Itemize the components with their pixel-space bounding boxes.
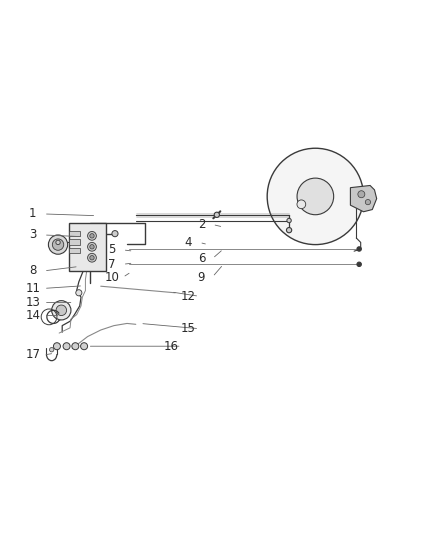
Text: 15: 15 — [181, 322, 196, 335]
Circle shape — [88, 231, 96, 240]
Circle shape — [81, 343, 88, 350]
Circle shape — [53, 239, 64, 251]
Circle shape — [88, 243, 96, 251]
Circle shape — [90, 245, 94, 249]
Polygon shape — [350, 185, 377, 212]
Text: 11: 11 — [25, 282, 40, 295]
FancyBboxPatch shape — [69, 239, 80, 245]
Text: 17: 17 — [25, 349, 40, 361]
Circle shape — [88, 253, 96, 262]
Circle shape — [358, 191, 365, 198]
Circle shape — [56, 305, 67, 316]
Text: 6: 6 — [198, 252, 205, 265]
Circle shape — [357, 247, 361, 251]
Circle shape — [72, 343, 79, 350]
Circle shape — [48, 235, 67, 254]
FancyBboxPatch shape — [69, 223, 106, 271]
Circle shape — [267, 148, 364, 245]
Text: 9: 9 — [198, 271, 205, 284]
FancyBboxPatch shape — [69, 248, 80, 253]
Circle shape — [365, 199, 371, 205]
Text: 16: 16 — [163, 340, 178, 353]
Circle shape — [112, 231, 118, 237]
Text: 4: 4 — [184, 236, 192, 249]
Circle shape — [52, 301, 71, 320]
Circle shape — [297, 200, 306, 209]
Text: 1: 1 — [29, 207, 37, 221]
Circle shape — [56, 240, 60, 245]
Text: 8: 8 — [29, 264, 36, 277]
Circle shape — [53, 343, 60, 350]
Circle shape — [63, 343, 70, 350]
Text: 14: 14 — [25, 309, 40, 322]
FancyBboxPatch shape — [69, 231, 80, 236]
Circle shape — [214, 212, 219, 217]
Text: 3: 3 — [29, 229, 36, 241]
Circle shape — [76, 290, 82, 296]
Text: 12: 12 — [181, 290, 196, 303]
Circle shape — [90, 233, 94, 238]
Circle shape — [90, 255, 94, 260]
Text: 7: 7 — [108, 258, 116, 271]
Text: 5: 5 — [108, 244, 115, 256]
Circle shape — [297, 178, 334, 215]
Text: 13: 13 — [25, 296, 40, 309]
Circle shape — [287, 219, 291, 223]
Circle shape — [357, 262, 361, 266]
Text: 2: 2 — [198, 218, 205, 231]
Text: 10: 10 — [104, 271, 119, 284]
Circle shape — [49, 348, 54, 352]
Circle shape — [286, 228, 292, 233]
